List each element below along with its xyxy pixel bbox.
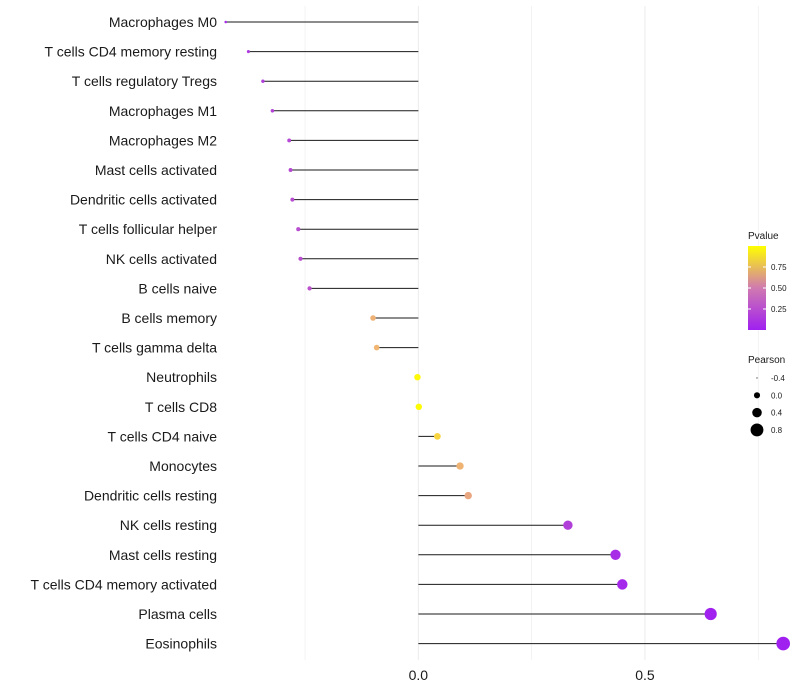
legend: Pvalue 0.25 0.50 0.75 Pearson -0.4 0.0 0.4 0.… xyxy=(748,231,787,437)
lollipop-point xyxy=(261,79,265,83)
category-label: Neutrophils xyxy=(146,369,217,385)
point-layer xyxy=(224,20,791,651)
pvalue-colorbar-ticks: 0.25 0.50 0.75 xyxy=(748,263,787,314)
x-tick-label: 0.0 xyxy=(409,667,429,683)
category-label: Mast cells resting xyxy=(109,547,217,563)
lollipop-point xyxy=(433,433,441,440)
size-legend-label: 0.4 xyxy=(771,409,783,418)
category-label: Mast cells activated xyxy=(95,162,217,178)
category-label: Eosinophils xyxy=(145,636,217,652)
category-label: T cells CD4 memory activated xyxy=(31,576,217,592)
pvalue-colorbar xyxy=(748,246,766,330)
pvalue-legend-title: Pvalue xyxy=(748,231,779,242)
category-label: NK cells activated xyxy=(106,251,217,267)
lollipop-point xyxy=(617,579,628,590)
lollipop-point xyxy=(415,403,423,411)
grid-layer xyxy=(304,6,759,660)
lollipop-point xyxy=(298,256,303,261)
lollipop-point xyxy=(224,20,228,24)
pearson-legend-title: Pearson xyxy=(748,355,785,366)
category-label: Macrophages M0 xyxy=(109,14,217,30)
lollipop-point xyxy=(610,549,621,560)
segment-layer xyxy=(225,21,784,645)
lollipop-point xyxy=(296,227,301,232)
lollipop-point xyxy=(776,636,791,651)
lollipop-point xyxy=(373,344,380,351)
category-label: Monocytes xyxy=(149,458,217,474)
category-label: Plasma cells xyxy=(138,606,217,622)
size-legend-dot xyxy=(753,392,761,399)
category-labels: Macrophages M0 T cells CD4 memory resting… xyxy=(31,14,218,652)
category-label: T cells CD4 memory resting xyxy=(45,44,217,60)
category-label: Macrophages M2 xyxy=(109,132,217,148)
category-label: T cells CD4 naive xyxy=(108,428,218,444)
category-label: T cells follicular helper xyxy=(79,221,218,237)
lollipop-point xyxy=(288,168,293,172)
colorbar-tick-label: 0.75 xyxy=(771,263,787,272)
lollipop-point xyxy=(307,286,312,291)
lollipop-point xyxy=(287,138,292,143)
size-legend-label: 0.8 xyxy=(771,426,783,435)
category-label: Macrophages M1 xyxy=(109,103,217,119)
category-label: T cells CD8 xyxy=(145,399,217,415)
colorbar-tick-label: 0.50 xyxy=(771,284,787,293)
lollipop-point xyxy=(246,50,250,54)
size-legend-dot xyxy=(750,423,764,437)
colorbar-tick-label: 0.25 xyxy=(771,305,787,314)
lollipop-point xyxy=(270,109,275,113)
category-label: T cells gamma delta xyxy=(92,340,217,356)
category-label: Dendritic cells activated xyxy=(70,192,217,208)
category-label: B cells naive xyxy=(138,280,217,296)
x-tick-label: 0.5 xyxy=(635,667,655,683)
lollipop-point xyxy=(414,373,421,381)
size-legend-label: -0.4 xyxy=(771,374,785,383)
lollipop-point xyxy=(370,315,376,321)
category-label: B cells memory xyxy=(121,310,217,326)
pearson-size-legend: -0.4 0.0 0.4 0.8 xyxy=(750,374,785,437)
lollipop-point xyxy=(704,607,717,621)
lollipop-point xyxy=(290,197,295,202)
size-legend-label: 0.0 xyxy=(771,391,783,400)
x-axis-ticks: 0.0 0.5 xyxy=(409,667,655,683)
lollipop-point xyxy=(464,491,472,500)
lollipop-point xyxy=(456,462,464,470)
lollipop-point xyxy=(563,520,573,530)
category-label: T cells regulatory Tregs xyxy=(72,73,217,89)
size-legend-dot xyxy=(752,407,762,418)
category-label: Dendritic cells resting xyxy=(84,488,217,504)
size-legend-dot xyxy=(756,377,758,379)
category-label: NK cells resting xyxy=(120,517,217,533)
